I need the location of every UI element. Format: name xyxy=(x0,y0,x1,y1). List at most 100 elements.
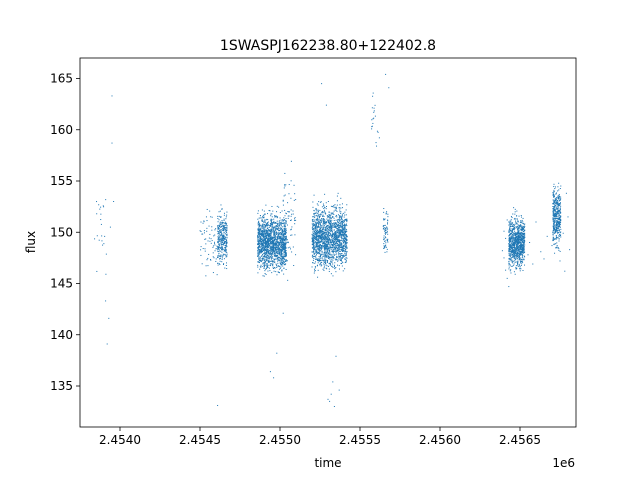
data-point xyxy=(263,227,265,229)
data-point xyxy=(338,239,340,241)
data-point xyxy=(214,244,216,246)
data-point xyxy=(216,274,218,276)
data-point xyxy=(223,229,225,231)
data-point xyxy=(342,221,344,223)
data-point xyxy=(331,242,333,243)
data-point xyxy=(529,242,531,243)
data-point xyxy=(222,228,224,230)
data-point xyxy=(313,237,315,239)
data-point xyxy=(518,234,520,236)
data-point xyxy=(326,227,328,229)
data-point xyxy=(280,249,282,251)
data-point xyxy=(510,238,512,240)
data-point xyxy=(333,257,335,259)
data-point xyxy=(517,251,519,253)
data-point xyxy=(313,239,315,241)
data-point xyxy=(222,222,224,224)
data-point xyxy=(513,254,515,256)
data-point xyxy=(275,231,277,233)
data-point xyxy=(328,249,330,251)
data-point xyxy=(287,279,289,281)
data-point xyxy=(257,240,259,242)
data-point xyxy=(282,200,284,202)
data-point xyxy=(263,267,265,269)
data-point xyxy=(513,234,515,236)
data-point xyxy=(557,212,559,214)
data-point xyxy=(334,207,336,209)
data-point xyxy=(315,232,317,234)
data-point xyxy=(279,266,281,268)
data-point xyxy=(226,214,228,216)
data-point xyxy=(314,212,316,214)
data-point xyxy=(266,232,268,234)
data-point xyxy=(320,214,322,216)
data-point xyxy=(384,227,386,229)
data-point xyxy=(376,130,378,132)
data-point xyxy=(511,247,513,249)
data-point xyxy=(512,228,514,230)
data-point xyxy=(510,230,512,232)
data-point xyxy=(273,267,275,269)
data-point xyxy=(340,259,342,261)
data-point xyxy=(266,267,268,269)
data-point xyxy=(513,239,515,241)
data-point xyxy=(332,241,334,243)
data-point xyxy=(328,257,330,259)
data-point xyxy=(385,246,387,248)
data-point xyxy=(322,234,324,236)
data-point xyxy=(286,239,288,241)
data-point xyxy=(258,257,260,259)
data-point xyxy=(520,220,522,222)
data-point xyxy=(280,266,282,268)
data-point xyxy=(217,255,219,257)
data-point xyxy=(333,210,335,212)
data-point xyxy=(262,253,264,255)
data-point xyxy=(217,228,219,230)
data-point xyxy=(260,237,262,239)
data-point xyxy=(346,236,348,238)
data-point xyxy=(523,224,525,226)
data-point xyxy=(264,249,266,251)
data-point xyxy=(345,219,347,221)
data-point xyxy=(334,258,336,260)
data-point xyxy=(340,234,342,236)
data-point xyxy=(514,211,516,213)
data-point xyxy=(552,215,554,217)
data-point xyxy=(280,252,282,254)
data-point xyxy=(276,265,278,267)
data-point xyxy=(213,235,215,237)
data-point xyxy=(226,233,228,235)
data-point xyxy=(314,221,316,223)
data-point xyxy=(339,217,341,219)
data-point xyxy=(344,268,346,270)
data-point xyxy=(327,239,329,241)
data-point xyxy=(265,231,267,233)
data-point xyxy=(557,207,559,209)
data-point xyxy=(513,253,515,255)
data-point xyxy=(523,230,525,232)
data-point xyxy=(323,259,325,261)
data-point xyxy=(338,207,340,209)
data-point xyxy=(218,246,220,248)
data-point xyxy=(513,225,515,227)
data-point xyxy=(281,269,283,271)
data-point xyxy=(324,228,326,230)
data-point xyxy=(314,249,316,251)
data-point xyxy=(519,257,521,259)
data-point xyxy=(320,236,322,238)
data-point xyxy=(513,249,515,251)
data-point xyxy=(523,246,525,248)
data-point xyxy=(334,246,336,248)
data-point xyxy=(338,220,340,222)
data-point xyxy=(559,215,561,217)
data-point xyxy=(319,229,321,231)
data-point xyxy=(560,205,562,207)
data-point xyxy=(260,261,262,263)
data-point xyxy=(314,261,316,263)
data-point xyxy=(272,246,274,248)
data-point xyxy=(283,257,285,259)
data-point xyxy=(323,263,325,265)
data-point xyxy=(269,263,271,265)
data-point xyxy=(522,257,524,259)
data-point xyxy=(278,247,280,249)
